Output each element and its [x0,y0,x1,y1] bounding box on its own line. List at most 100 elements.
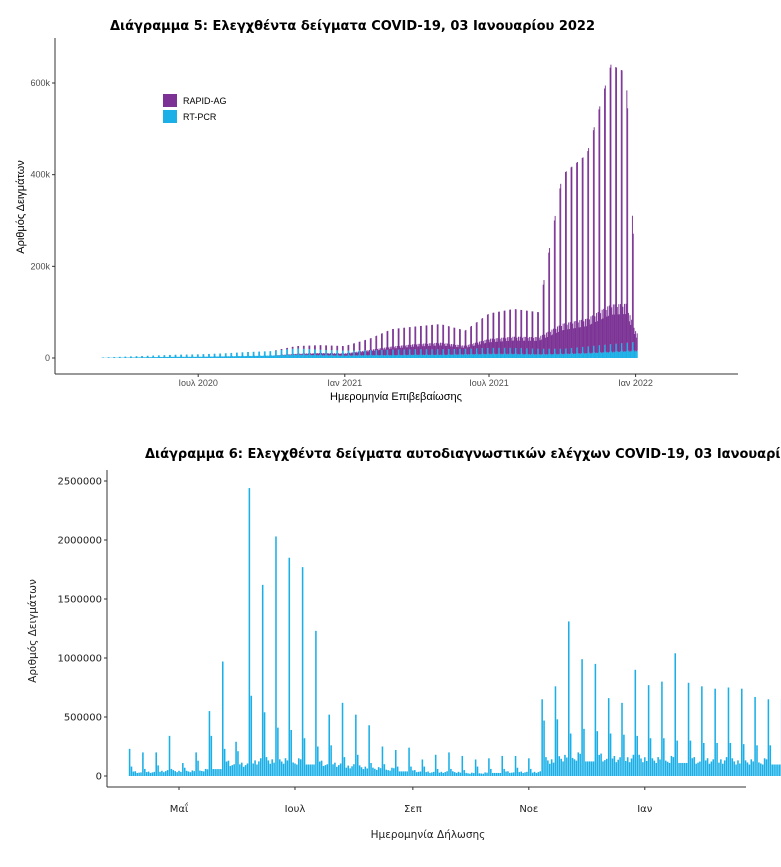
chart-5-rapidag-bar [563,330,565,355]
chart-6-bar [191,770,194,776]
chart-6-bar [611,758,614,776]
chart-5-rapidag-bar [635,331,637,351]
chart-5-rapidag-bar [571,166,573,348]
chart-5-rapidag-bar [536,337,538,355]
chart-5-rapidag-bar [290,354,292,356]
chart-5-rapidag-bar [621,70,623,344]
chart-5-rapidag-bar [381,333,383,350]
chart-5-rtpcr-bar [235,356,237,358]
chart-5-rapidag-bar [336,345,338,351]
chart-5-rapidag-bar [562,323,564,354]
chart-5-rtpcr-bar [430,354,432,358]
chart-5-rtpcr-bar [236,352,238,358]
chart-5-rapidag-bar [345,353,347,356]
chart-5-rtpcr-bar [298,354,300,358]
chart-6-bar [767,699,770,776]
chart-6-bar [545,757,547,776]
chart-5-rtpcr-bar [449,354,451,358]
chart-6-bar [305,764,308,776]
chart-5-rtpcr-bar [131,357,133,358]
chart-5-rapidag-bar [456,344,458,355]
chart-5-rtpcr-bar [288,355,290,358]
chart-5-rtpcr-bar [394,355,396,358]
chart-5-rtpcr-bar [102,357,104,358]
chart-5-rtpcr-bar [636,350,638,358]
chart-5-rapidag-bar [558,325,560,354]
chart-5-rapidag-bar [433,345,435,356]
chart-5-rtpcr-bar [247,352,249,358]
chart-6-bar [602,761,604,776]
chart-5-rtpcr-bar [408,354,410,358]
chart-5-rtpcr-bar [407,355,409,358]
chart-5-rtpcr-bar [156,357,158,358]
chart-5-rtpcr-bar [373,355,375,358]
chart-5-rtpcr-bar [581,346,583,358]
chart-6-y-tick-label: 1000000 [57,654,102,665]
chart-5-rtpcr-bar [502,353,504,358]
chart-5-rapidag-bar [402,345,404,355]
chart-6-bar [423,766,426,776]
chart-6-bar [204,768,207,776]
chart-5-rtpcr-bar [583,352,585,358]
chart-5-rtpcr-bar [299,355,301,358]
chart-6-bar [505,771,507,776]
chart-5-rapidag-bar [470,326,472,349]
chart-6-bar [197,760,199,776]
chart-6-bar [182,763,184,776]
chart-5-rtpcr-bar [572,353,574,358]
chart-5-rtpcr-bar [216,356,218,358]
chart-5-rtpcr-bar [424,354,426,358]
chart-5-rapidag-bar [612,304,614,352]
chart-5-rapidag-bar [587,151,589,347]
chart-5-y-tick-label: 200k [30,261,50,271]
chart-5-rapidag-bar [460,345,462,355]
chart-5-rtpcr-bar [266,355,268,358]
chart-5-rtpcr-bar [522,353,523,358]
chart-6-x-tick-label: Μαΐ [170,801,189,815]
chart-5-rtpcr-bar [486,347,488,358]
chart-5-rapidag-bar [618,304,620,352]
chart-5-rapidag-bar [352,352,354,356]
chart-6-bar [754,696,756,776]
chart-5-rapidag-bar [302,345,304,349]
chart-6-bar [265,757,268,776]
chart-6-bar [326,764,329,776]
chart-6-bar [400,771,403,776]
chart-5-rtpcr-bar [475,348,477,358]
chart-6-bar [161,770,163,776]
chart-5-rtpcr-bar [133,357,135,358]
chart-5-rtpcr-bar [206,356,208,358]
chart-5-rtpcr-bar [514,347,516,358]
chart-5-rtpcr-bar [283,355,285,358]
chart-5-rtpcr-bar [433,355,435,358]
chart-5-rtpcr-bar [305,355,307,358]
chart-5-rtpcr-bar [442,349,444,358]
chart-5-rapidag-bar [430,343,432,355]
chart-5-x-tick-label: Ιουλ 2021 [469,378,508,388]
chart-5-rapidag-bar [591,323,593,354]
chart-6-bar [590,761,593,776]
chart-5-rapidag-bar [490,338,492,354]
chart-5-rapidag-bar [297,346,299,349]
chart-5-rapidag-bar [351,353,353,356]
chart-5-rtpcr-bar [605,351,607,358]
chart-5-rapidag-bar [379,350,381,356]
chart-5-rtpcr-bar [209,356,211,358]
chart-5-rtpcr-bar [594,352,596,358]
chart-5-rtpcr-bar [303,348,305,358]
chart-5-rapidag-bar [418,346,420,356]
chart-6-bar [693,757,696,776]
chart-6-bar [682,762,684,776]
chart-5-rtpcr-bar [275,350,276,358]
chart-6-bar [434,754,437,776]
chart-5-rapidag-bar [292,346,294,349]
chart-5-x-tick-label: Ιουλ 2020 [178,378,217,388]
chart-5-rtpcr-bar [294,354,296,358]
chart-5-rtpcr-bar [599,345,601,358]
chart-6-bars [128,488,781,776]
chart-5-rtpcr-bar [159,356,161,358]
chart-5-rtpcr-bar [161,357,163,358]
chart-5-rtpcr-bar [124,356,126,358]
chart-5-rapidag-bar [557,332,559,355]
chart-6-bar [672,757,675,776]
